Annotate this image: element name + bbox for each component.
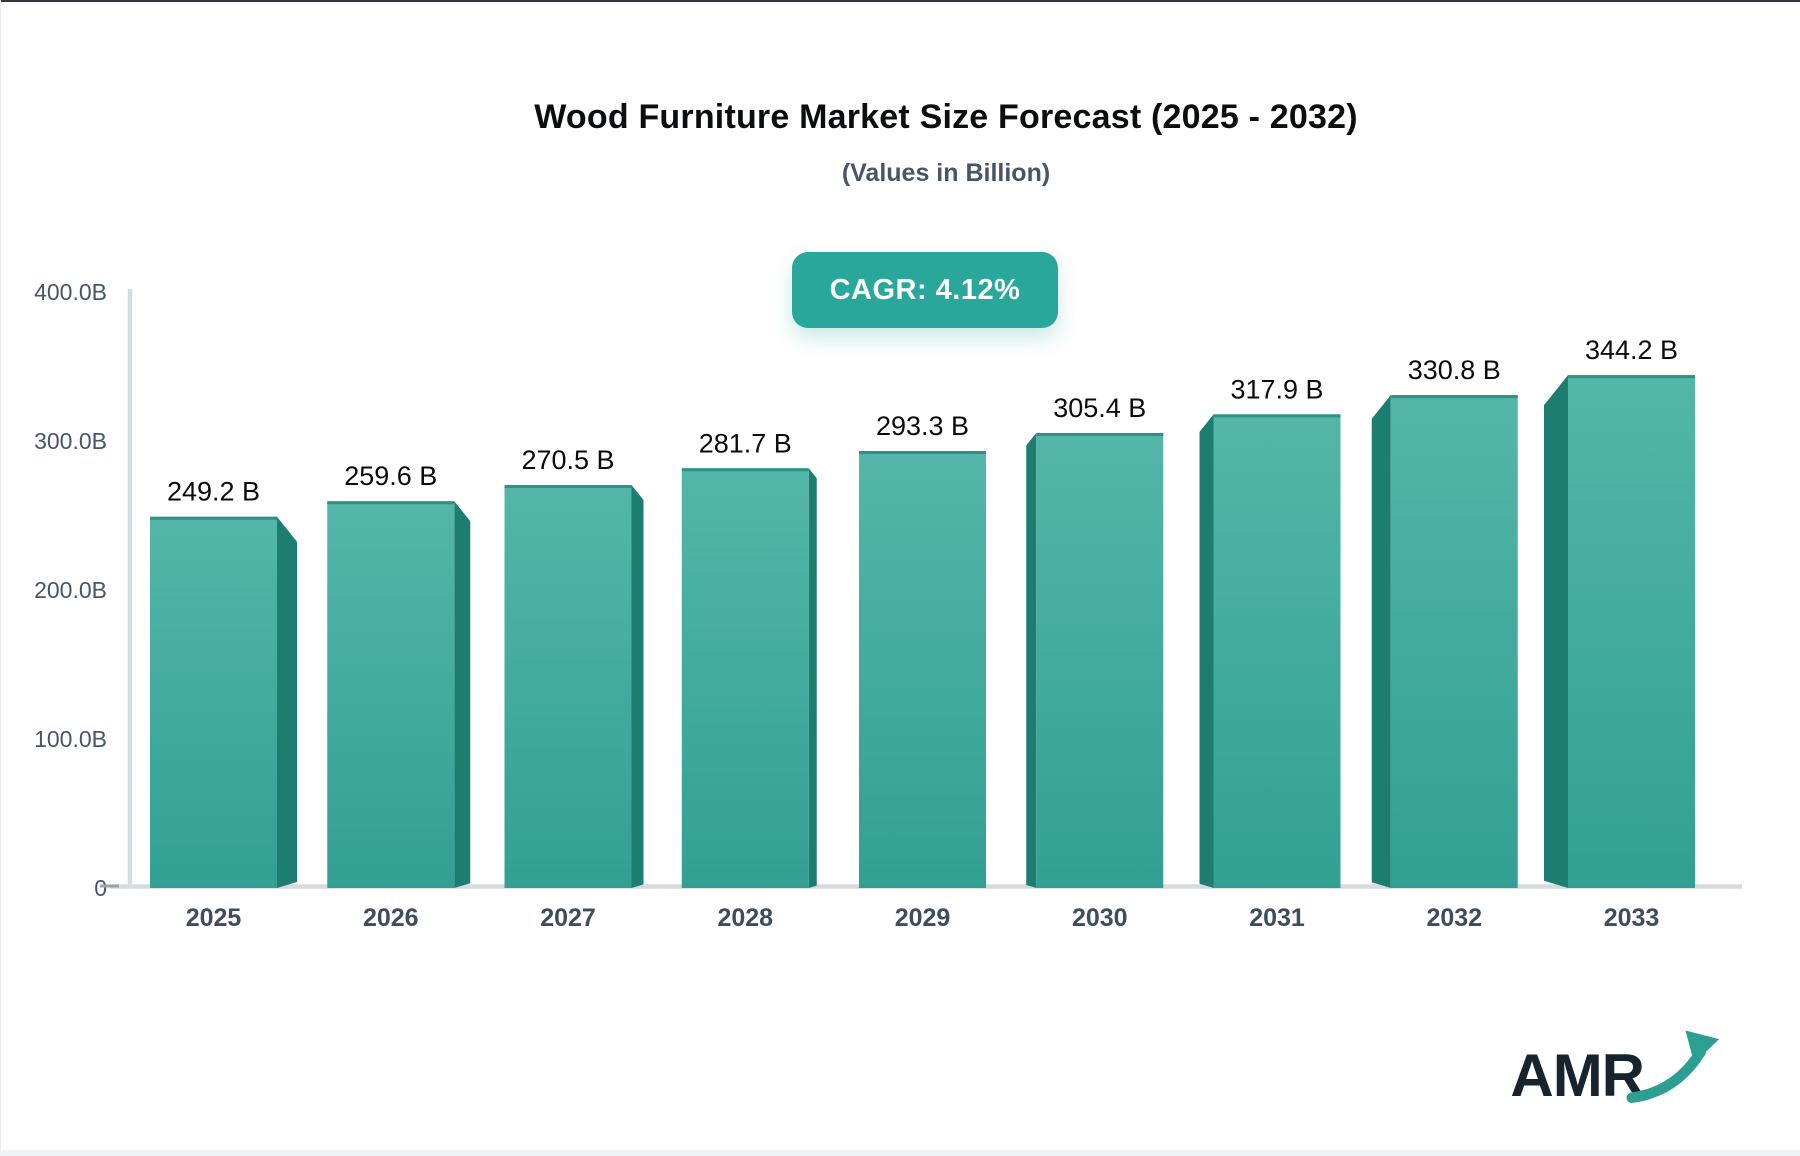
bar-side-face (454, 501, 471, 888)
bar (681, 468, 809, 888)
window-bottom-border (0, 1150, 1800, 1156)
growth-arrow-icon (1626, 1030, 1720, 1103)
bar (859, 450, 986, 888)
bar-value-label: 330.8 B (1408, 355, 1501, 385)
chart-subtitle: (Values in Billion) (841, 159, 1051, 187)
y-tick-label: 200.0B (34, 577, 107, 603)
bar-value-label: 259.6 B (344, 461, 437, 491)
x-tick-label: 2033 (1604, 904, 1660, 932)
chart-title: Wood Furniture Market Size Forecast (202… (534, 98, 1358, 136)
bar-value-label: 270.5 B (521, 445, 614, 475)
bar-value-label: 344.2 B (1585, 335, 1678, 365)
bar-value-label: 281.7 B (699, 428, 792, 458)
cagr-badge-label: CAGR: 4.12% (829, 273, 1021, 306)
x-tick-label: 2030 (1072, 904, 1128, 932)
bar-side-face (1199, 414, 1214, 888)
x-tick-label: 2031 (1249, 904, 1305, 932)
bar (1390, 395, 1518, 888)
amr-logo-text: AMR (1510, 1042, 1645, 1109)
x-tick-label: 2032 (1426, 904, 1482, 932)
window-left-border (0, 0, 1, 1156)
bar (1213, 414, 1341, 888)
bar (327, 501, 455, 888)
chart-header: Wood Furniture Market Size Forecast (202… (0, 0, 1800, 188)
x-tick-label: 2027 (540, 904, 596, 932)
x-tick-label: 2029 (895, 904, 951, 932)
bar-side-face (808, 468, 817, 888)
bar-side-face (1544, 375, 1568, 889)
bar-side-face (1026, 432, 1037, 888)
y-tick-label: 0 (94, 875, 107, 901)
window-top-border (0, 0, 1800, 2)
bar-value-label: 317.9 B (1230, 374, 1323, 404)
x-tick-label: 2026 (363, 904, 419, 932)
bar-side-face (277, 516, 297, 888)
bar-side-face (631, 484, 644, 888)
bar-value-label: 305.4 B (1053, 393, 1146, 423)
bar (1568, 375, 1695, 889)
y-tick-label: 100.0B (34, 726, 107, 752)
y-tick-label: 300.0B (34, 428, 107, 454)
x-tick-label: 2028 (717, 904, 773, 932)
bar-value-label: 249.2 B (167, 477, 260, 507)
bar-value-label: 293.3 B (876, 411, 969, 441)
bar (150, 516, 277, 888)
bar (504, 484, 632, 888)
y-tick-label: 400.0B (34, 279, 107, 305)
cagr-badge: CAGR: 4.12% (792, 252, 1058, 328)
bar (1036, 432, 1164, 888)
amr-logo: AMR (1510, 1030, 1722, 1109)
bar-side-face (1371, 395, 1391, 888)
x-tick-label: 2025 (186, 904, 242, 932)
